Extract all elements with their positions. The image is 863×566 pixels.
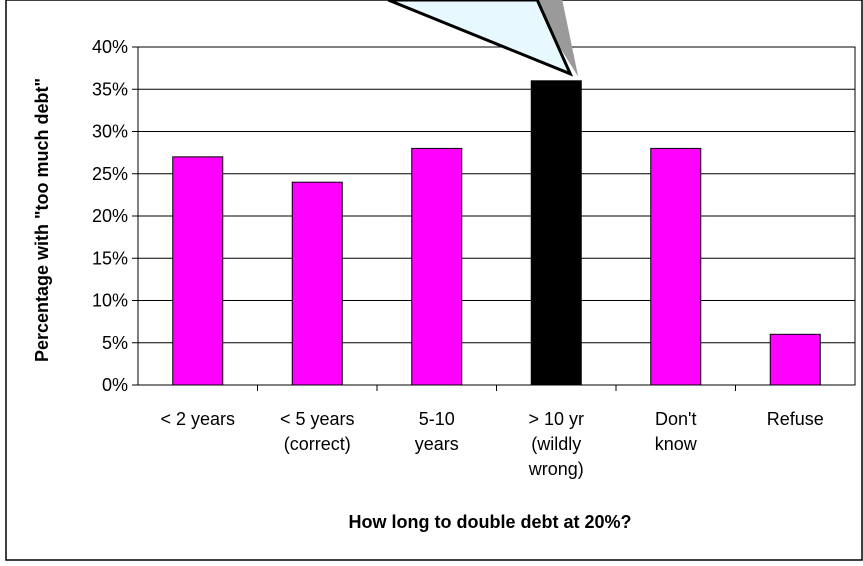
x-tick-label: > 10 yr (wildly wrong) (528, 409, 584, 479)
bar (530, 80, 582, 386)
y-tick-label: 10% (92, 291, 128, 311)
x-tick-label-line: years (415, 434, 459, 454)
x-tick-label-line: Don't (655, 409, 696, 429)
bar (291, 181, 343, 386)
x-tick-label: Refuse (767, 409, 824, 429)
y-tick-label: 5% (102, 333, 128, 353)
y-axis: 0% 5% 10% 15% 20% 25% 30% 35% 40% (92, 37, 138, 395)
bar (769, 333, 821, 386)
y-tick-label: 30% (92, 122, 128, 142)
y-tick-label: 40% (92, 37, 128, 57)
x-tick-label-line: (correct) (284, 434, 351, 454)
bar (411, 147, 463, 386)
x-tick-label-line: know (655, 434, 698, 454)
bar (650, 147, 702, 386)
bars (172, 80, 821, 386)
bar (172, 156, 224, 386)
y-tick-label: 15% (92, 248, 128, 268)
y-tick-label: 35% (92, 79, 128, 99)
y-axis-title: Percentage with "too much debt" (32, 78, 52, 362)
x-axis-title: How long to double debt at 20%? (349, 512, 632, 532)
x-tick-label-line: wrong) (528, 459, 584, 479)
x-tick-label: 5-10 years (415, 409, 459, 454)
x-tick-label-line: < 5 years (280, 409, 355, 429)
x-tick-label: < 2 years (160, 409, 235, 429)
x-tick-label: < 5 years (correct) (280, 409, 355, 454)
x-tick-label-line: (wildly (531, 434, 581, 454)
x-tick-label-line: > 10 yr (528, 409, 584, 429)
callout-pointer (387, 0, 579, 77)
y-tick-label: 25% (92, 164, 128, 184)
x-tick-label-line: 5-10 (419, 409, 455, 429)
x-tick-label-line: < 2 years (160, 409, 235, 429)
x-tick-label-line: Refuse (767, 409, 824, 429)
y-tick-label: 20% (92, 206, 128, 226)
x-tick-label: Don't know (655, 409, 698, 454)
x-axis: < 2 years < 5 years (correct) 5-10 years > 10… (160, 385, 824, 479)
callout-tail (387, 0, 574, 77)
y-tick-label: 0% (102, 375, 128, 395)
